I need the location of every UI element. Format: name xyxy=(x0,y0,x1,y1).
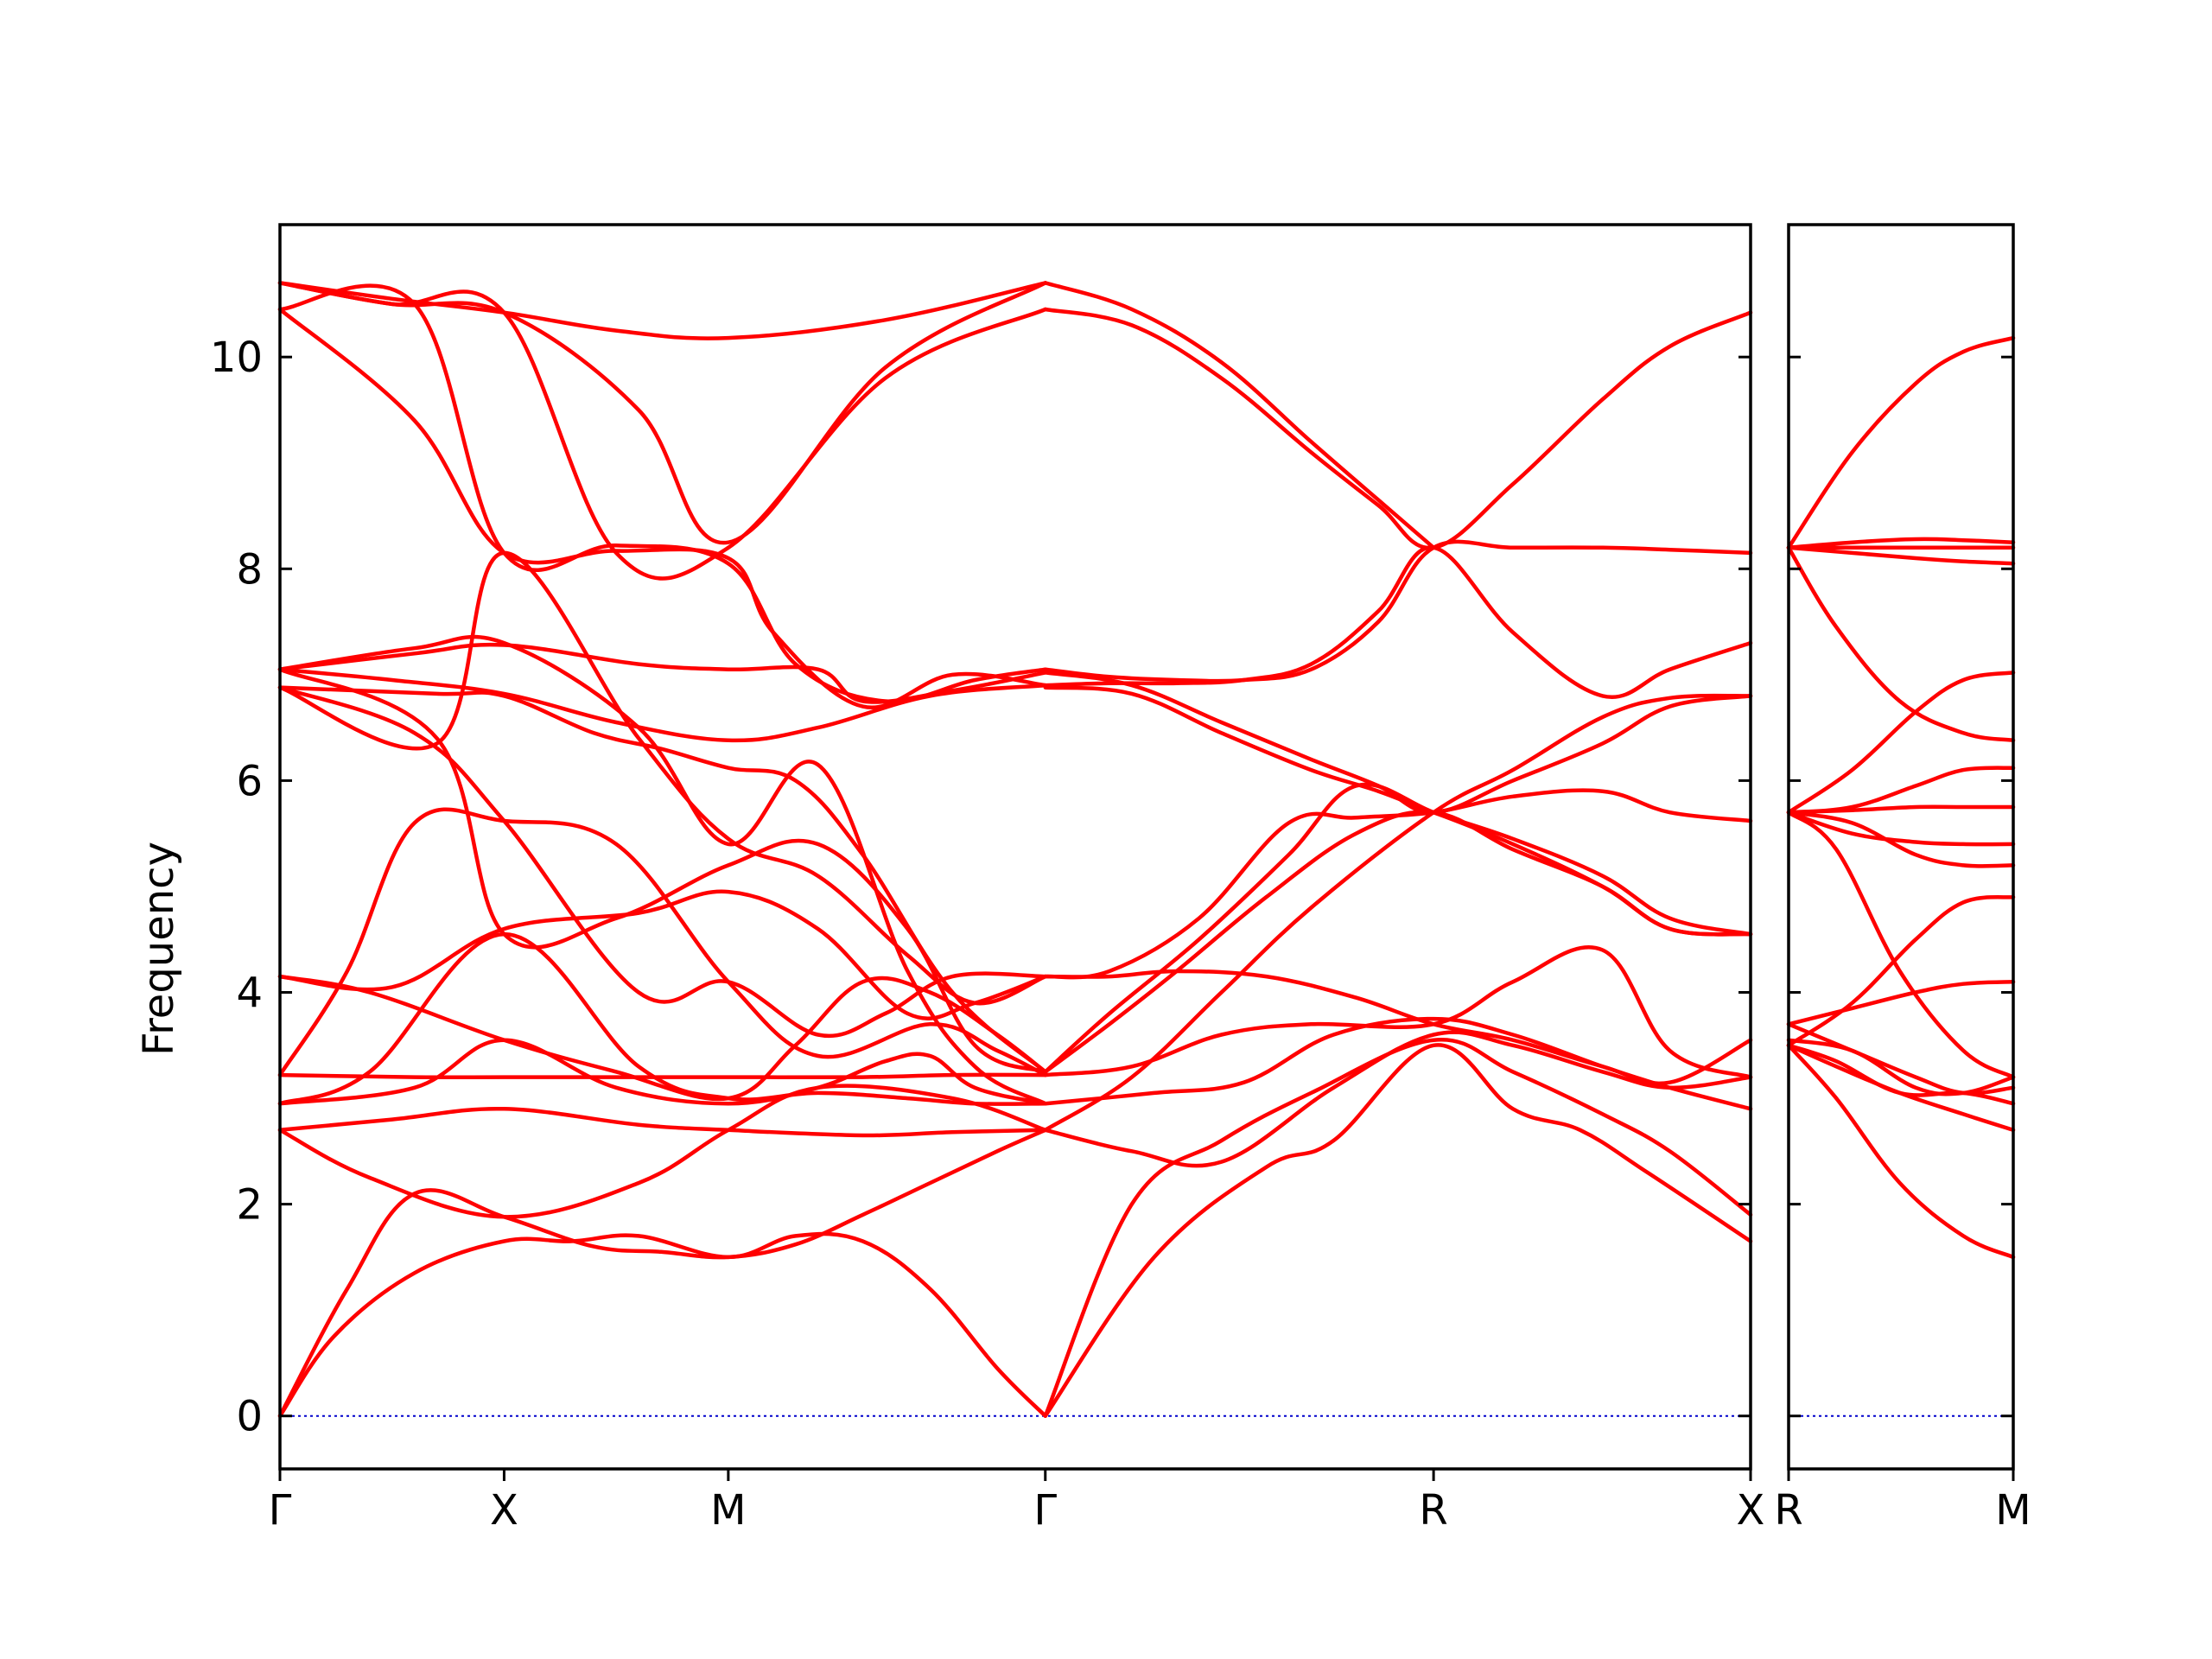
phonon-band-1-7 xyxy=(1786,810,2016,1079)
x-tick-label: R xyxy=(1419,1486,1447,1535)
phonon-band-0-11 xyxy=(277,889,1048,1020)
phonon-band-0-8 xyxy=(277,1072,1048,1080)
phonon-band-0-6 xyxy=(277,1038,1048,1106)
phonon-band-0-22 xyxy=(277,281,1048,581)
y-axis-label: Frequency xyxy=(135,842,183,1056)
phonon-band-1-12 xyxy=(1786,671,2016,815)
x-tick-label: M xyxy=(1995,1486,2031,1535)
phonon-band-1-9 xyxy=(1786,810,2016,847)
phonon-band-1-13 xyxy=(1786,545,2016,743)
phonon-band-0-5 xyxy=(277,1106,1048,1138)
phonon-band-0-3 xyxy=(1043,1037,1753,1418)
phonon-band-1-8 xyxy=(1786,810,2016,868)
phonon-band-1-5 xyxy=(1786,980,2016,1027)
y-tick-label: 6 xyxy=(236,757,263,805)
phonon-band-0-20 xyxy=(277,281,1048,545)
phonon-band-0-7 xyxy=(277,931,1048,1106)
phonon-band-1-0 xyxy=(1786,1043,2016,1260)
y-tick-label: 4 xyxy=(236,969,263,1018)
x-tick-label: Γ xyxy=(269,1486,292,1535)
phonon-band-1-3 xyxy=(1786,1038,2016,1096)
phonon-band-0-14 xyxy=(277,634,1048,1106)
phonon-band-0-4 xyxy=(277,1084,1048,1219)
phonon-band-0-16 xyxy=(277,685,1048,1074)
phonon-band-1-6 xyxy=(1786,894,2016,1048)
phonon-band-0-21 xyxy=(277,281,1048,340)
phonon-band-0-23 xyxy=(277,283,1048,704)
phonon-band-1-4 xyxy=(1786,1022,2016,1096)
phonon-band-1-2 xyxy=(1786,1043,2016,1106)
phonon-band-0-2 xyxy=(1043,1043,1753,1418)
plot-frame xyxy=(1787,223,2015,1471)
phonon-band-0-25 xyxy=(1043,1016,1753,1111)
phonon-band-0-30 xyxy=(1043,788,1753,980)
x-tick-label: Γ xyxy=(1033,1486,1057,1535)
y-tick-label: 8 xyxy=(236,545,263,594)
phonon-band-0-12 xyxy=(277,685,1048,1038)
x-tick-label: X xyxy=(1737,1486,1765,1535)
phonon-band-0-1 xyxy=(277,1128,1048,1418)
phonon-band-0-36 xyxy=(1043,307,1753,550)
phonon-band-0-32 xyxy=(1043,685,1753,937)
phonon-band-1-17 xyxy=(1786,335,2016,550)
y-tick-label: 0 xyxy=(236,1393,263,1441)
x-tick-label: M xyxy=(710,1486,746,1535)
phonon-band-0-19 xyxy=(277,307,1048,710)
phonon-band-0-31 xyxy=(1043,693,1753,1133)
x-tick-label: R xyxy=(1774,1486,1802,1535)
x-tick-label: X xyxy=(490,1486,518,1535)
phonon-band-0-15 xyxy=(277,550,1048,1006)
phonon-band-0-35 xyxy=(1043,539,1753,683)
phonon-band-0-27 xyxy=(1043,969,1753,1086)
y-tick-label: 10 xyxy=(210,334,263,382)
phonon-band-0-37 xyxy=(1043,281,1436,550)
y-tick-label: 2 xyxy=(236,1181,263,1230)
plot-frame xyxy=(278,223,1752,1471)
panel-main: 0 2 4 6 8 10 Γ X M Γ R X xyxy=(210,223,1765,1535)
phonon-band-1-16 xyxy=(1786,537,2016,550)
phonon-band-0-33 xyxy=(1043,671,1753,815)
phonon-band-0-24 xyxy=(1043,1030,1753,1168)
phonon-band-0-0 xyxy=(277,1231,1048,1418)
phonon-band-0-29 xyxy=(1043,810,1753,1074)
phonon-band-1-14 xyxy=(1786,545,2016,566)
phonon-band-1-11 xyxy=(1786,766,2016,815)
phonon-band-0-9 xyxy=(277,807,1048,1077)
phonon-band-0-34 xyxy=(1043,545,1753,699)
